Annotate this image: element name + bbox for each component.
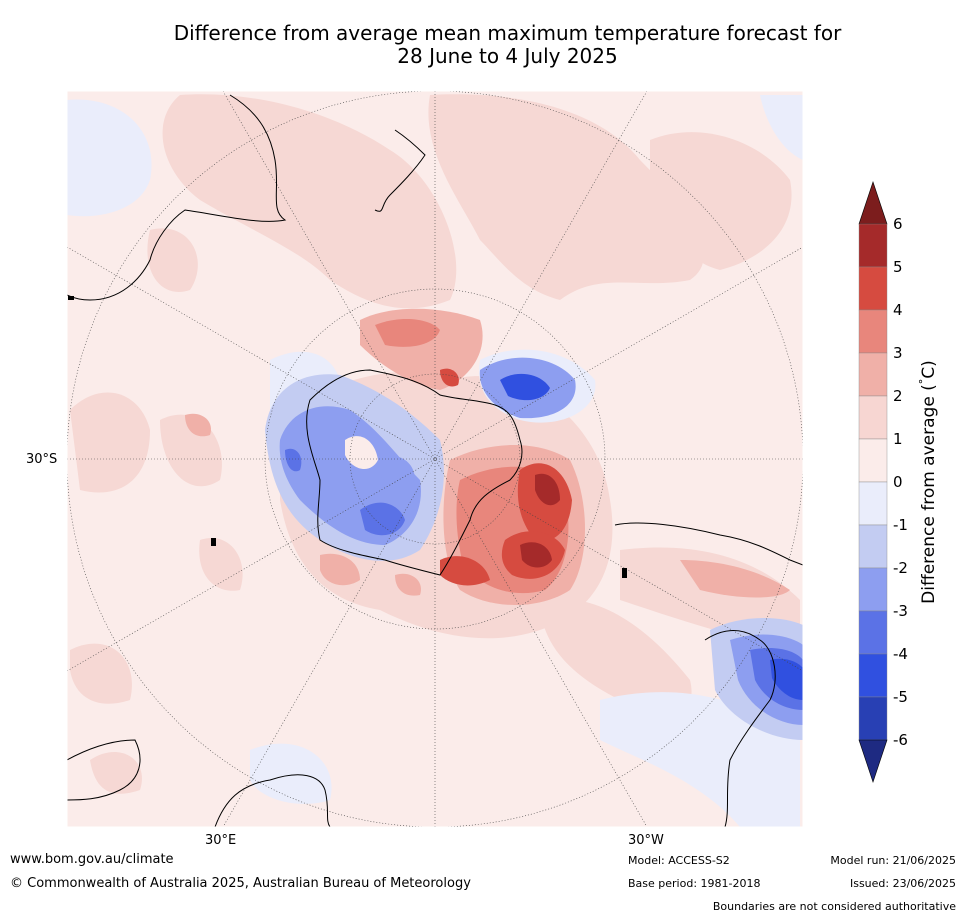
colorbar-tick-label: -6 (893, 731, 908, 749)
colorbar-segment (858, 653, 888, 698)
warm-anomaly-ross (360, 308, 483, 390)
graticule (67, 91, 803, 827)
footer-disclaimer: Boundaries are not considered authoritat… (712, 900, 956, 913)
map-title: Difference from average mean maximum tem… (100, 22, 915, 68)
colorbar-under-triangle (858, 739, 888, 783)
colorbar-tick-label: -2 (893, 559, 908, 577)
colorbar-segment (858, 481, 888, 526)
footer-website: www.bom.gov.au/climate (10, 852, 174, 867)
lat-label-30s: 30°S (26, 452, 58, 467)
colorbar-tick-label: 2 (893, 387, 903, 405)
colorbar-segment (858, 524, 888, 569)
warm-anomaly-peninsula (440, 445, 585, 605)
coastlines (67, 94, 803, 827)
colorbar-segment (858, 223, 888, 268)
colorbar-tick-label: 0 (893, 473, 903, 491)
footer-copyright: © Commonwealth of Australia 2025, Austra… (10, 876, 471, 891)
colorbar-tick-label: 6 (893, 215, 903, 233)
colorbar (858, 181, 888, 783)
footer-issued: Issued: 23/06/2025 (849, 877, 956, 890)
cold-anomaly-south-america (710, 618, 803, 740)
colorbar-segment (858, 610, 888, 655)
footer-model: Model: ACCESS-S2 (628, 854, 730, 867)
colorbar-segments (858, 223, 888, 741)
cold-anomaly-antarctica (265, 374, 444, 561)
colorbar-segment (858, 395, 888, 440)
colorbar-segment (858, 567, 888, 612)
colorbar-tick-label: 5 (893, 258, 903, 276)
title-line-1: Difference from average mean maximum tem… (173, 21, 842, 45)
colorbar-segment (858, 309, 888, 354)
lon-label-30e: 30°E (205, 833, 237, 848)
colorbar-tick-label: -5 (893, 688, 908, 706)
colorbar-tick-label: 4 (893, 301, 903, 319)
colorbar-tick-label: -1 (893, 516, 908, 534)
colorbar-segment (858, 696, 888, 741)
colorbar-label: Difference from average (°C) (917, 360, 939, 604)
colorbar-segment (858, 352, 888, 397)
colorbar-tick-label: -3 (893, 602, 908, 620)
footer-model-run: Model run: 21/06/2025 (830, 854, 956, 867)
islands (68, 296, 627, 578)
warm-anomaly-patches (185, 413, 790, 598)
colorbar-tick-label: -4 (893, 645, 908, 663)
footer-base-period: Base period: 1981-2018 (628, 877, 761, 890)
colorbar-tick-label: 1 (893, 430, 903, 448)
cold-anomaly-weddell (479, 357, 576, 419)
colorbar-tick-label: 3 (893, 344, 903, 362)
title-line-2: 28 June to 4 July 2025 (397, 44, 618, 68)
colorbar-segment (858, 438, 888, 483)
colorbar-over-triangle (858, 181, 888, 225)
colorbar-segment (858, 266, 888, 311)
map-frame (66, 90, 804, 828)
lon-label-30w: 30°W (628, 833, 664, 848)
